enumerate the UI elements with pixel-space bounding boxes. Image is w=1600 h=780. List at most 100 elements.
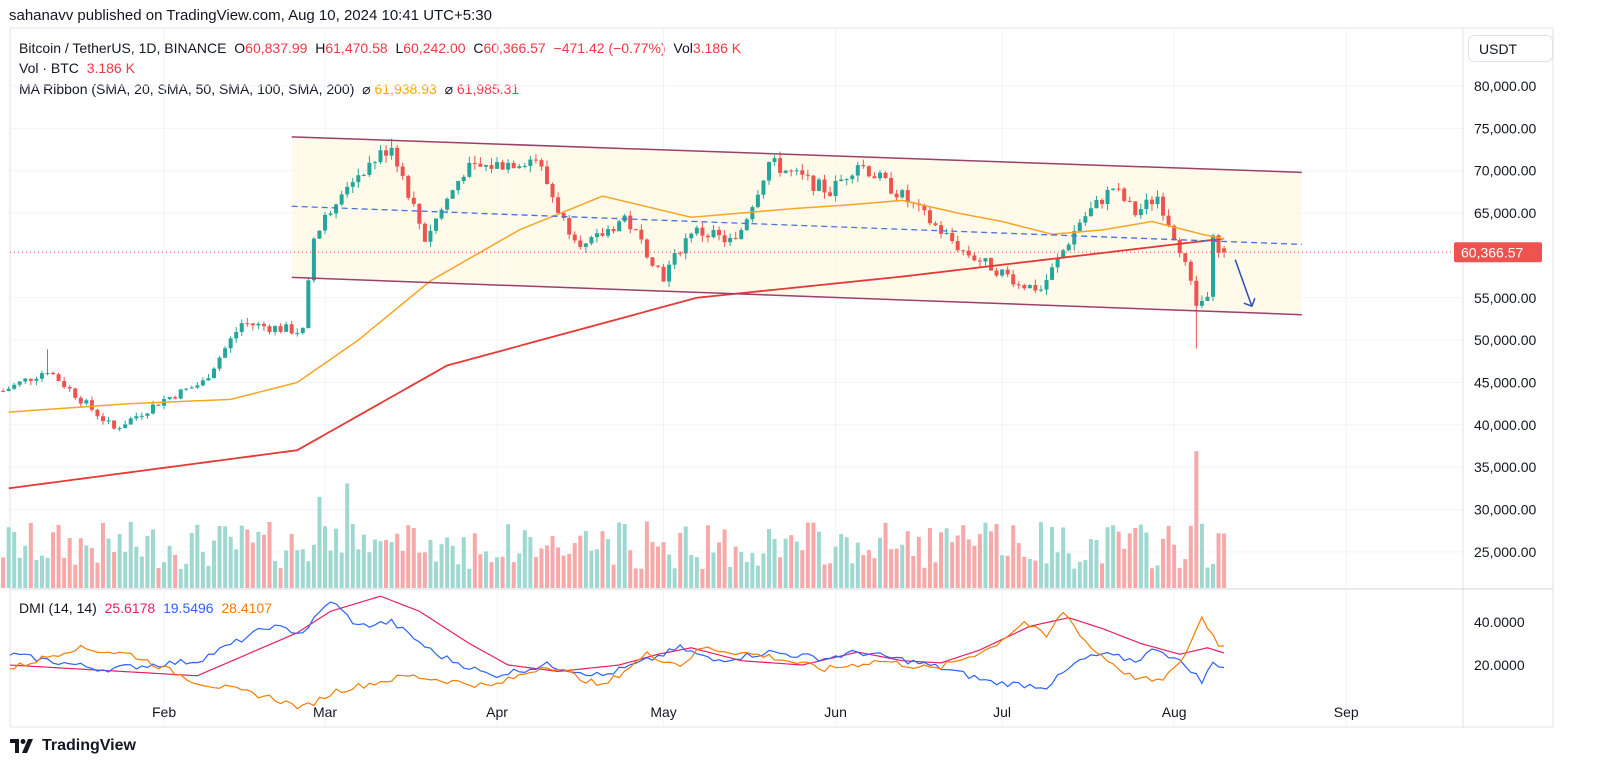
candle-body bbox=[900, 190, 905, 198]
volume-bar bbox=[450, 545, 455, 588]
candle-body bbox=[117, 428, 122, 430]
candle-body bbox=[1161, 196, 1166, 216]
volume-bar bbox=[683, 526, 688, 588]
candle-body bbox=[350, 182, 355, 187]
volume-bar bbox=[994, 523, 999, 588]
volume-bar bbox=[878, 537, 882, 588]
candle-body bbox=[517, 166, 522, 169]
candle-body bbox=[800, 170, 805, 175]
volume-bar bbox=[689, 554, 694, 588]
candle-body bbox=[261, 323, 266, 327]
candle-body bbox=[628, 215, 633, 230]
dmi-label[interactable]: DMI (14, 14) bbox=[19, 600, 97, 616]
candle-body bbox=[861, 165, 866, 167]
volume-bar bbox=[372, 539, 377, 588]
candle-body bbox=[1016, 284, 1021, 286]
candle-body bbox=[150, 404, 155, 414]
volume-bar bbox=[134, 546, 139, 588]
candle-body bbox=[73, 388, 78, 398]
candle-body bbox=[822, 179, 827, 193]
candle-body bbox=[633, 229, 638, 231]
volume-bar bbox=[1011, 525, 1016, 588]
volume-bar bbox=[51, 532, 56, 588]
candle-body bbox=[644, 239, 649, 258]
candle-body bbox=[1105, 189, 1110, 205]
candle-body bbox=[384, 150, 389, 156]
candle-body bbox=[950, 233, 955, 242]
volume-bar bbox=[178, 568, 183, 588]
candle-body bbox=[1077, 222, 1082, 232]
candle-body bbox=[672, 253, 677, 265]
candle-body bbox=[1100, 199, 1104, 205]
candle-body bbox=[805, 174, 810, 176]
candle-body bbox=[600, 233, 605, 236]
y-tick-label: 50,000.00 bbox=[1474, 332, 1536, 348]
volume-bar bbox=[1216, 533, 1221, 588]
candle-body bbox=[483, 165, 488, 167]
volume-bar bbox=[339, 552, 344, 588]
candle-body bbox=[922, 205, 927, 211]
currency-selector[interactable]: USDT bbox=[1468, 35, 1553, 62]
volume-bar bbox=[84, 545, 89, 588]
candle-body bbox=[89, 400, 94, 410]
candle-body bbox=[506, 162, 511, 170]
volume-bar bbox=[189, 533, 194, 588]
candle-body bbox=[23, 378, 28, 382]
volume-bar bbox=[678, 532, 683, 588]
x-tick-label: Feb bbox=[152, 704, 176, 720]
candle-body bbox=[811, 175, 816, 191]
volume-bar bbox=[522, 530, 527, 588]
candle-body bbox=[750, 207, 755, 220]
volume-bar bbox=[1155, 565, 1160, 588]
volume-bar bbox=[722, 529, 727, 588]
volume-bar bbox=[1077, 561, 1082, 588]
y-tick-label: 30,000.00 bbox=[1474, 502, 1536, 518]
volume-bar bbox=[212, 540, 216, 588]
candle-body bbox=[328, 213, 333, 215]
volume-bar bbox=[300, 549, 305, 588]
y-tick-label: 35,000.00 bbox=[1474, 459, 1536, 475]
volume-bar bbox=[1044, 563, 1049, 588]
volume-bar bbox=[56, 525, 61, 588]
x-tick-label: Apr bbox=[486, 704, 508, 720]
dmi-tick-label: 20.0000 bbox=[1474, 657, 1525, 673]
volume-bar bbox=[1066, 553, 1071, 588]
ma-ribbon-label[interactable]: MA Ribbon (SMA, 20, SMA, 50, SMA, 100, S… bbox=[19, 81, 355, 97]
candle-body bbox=[983, 258, 988, 262]
volume-bar bbox=[955, 535, 960, 588]
candle-body bbox=[611, 229, 616, 232]
volume-bar bbox=[62, 557, 67, 588]
volume-bar bbox=[1094, 540, 1099, 588]
candle-body bbox=[445, 198, 450, 210]
volume-bar bbox=[184, 563, 189, 588]
volume-bar bbox=[661, 542, 666, 588]
volume-bar bbox=[150, 529, 155, 588]
candle-body bbox=[1000, 269, 1005, 276]
volume-bar bbox=[794, 541, 799, 588]
candle-body bbox=[1088, 208, 1093, 217]
volume-bar bbox=[572, 542, 577, 588]
candle-body bbox=[411, 197, 416, 204]
candle-body bbox=[744, 219, 749, 231]
volume-bar bbox=[1016, 543, 1021, 588]
volume-bar bbox=[933, 562, 938, 588]
sma50-line bbox=[8, 195, 1225, 413]
tradingview-logo[interactable]: TradingView bbox=[10, 737, 136, 755]
symbol-name[interactable]: Bitcoin / TetherUS, 1D, BINANCE bbox=[19, 40, 227, 56]
candle-body bbox=[84, 400, 89, 404]
candle-body bbox=[1038, 289, 1043, 291]
volume-bar bbox=[650, 542, 655, 588]
candle-body bbox=[1033, 285, 1038, 291]
vol-series-label[interactable]: Vol · BTC bbox=[19, 60, 79, 76]
volume-bar bbox=[889, 549, 894, 588]
y-tick-label: 25,000.00 bbox=[1474, 544, 1536, 560]
candle-body bbox=[1011, 274, 1016, 285]
volume-bar bbox=[317, 496, 322, 588]
volume-bar bbox=[1144, 532, 1149, 588]
volume-bar bbox=[1188, 525, 1193, 588]
candle-body bbox=[1066, 244, 1071, 251]
candle-body bbox=[755, 194, 760, 208]
candle-body bbox=[522, 165, 527, 167]
volume-bar bbox=[200, 551, 205, 588]
